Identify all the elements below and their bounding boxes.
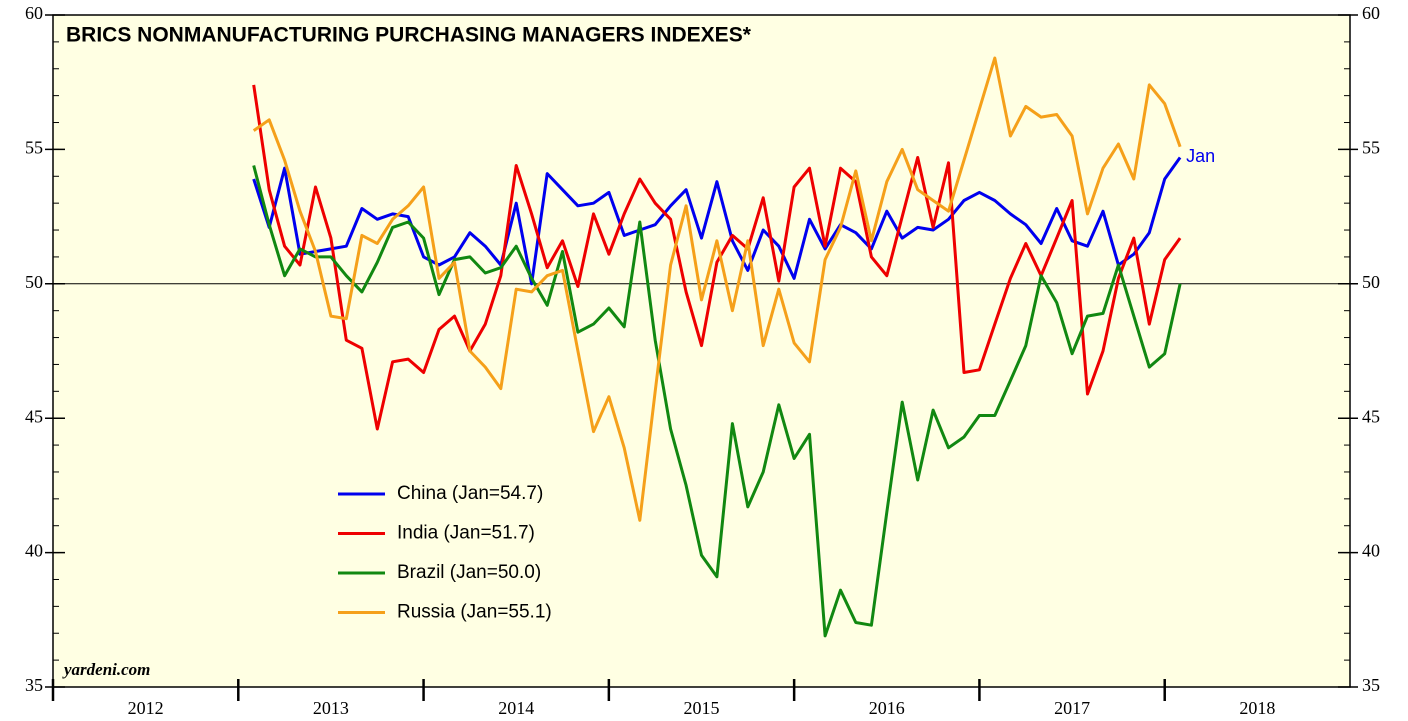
legend-label: Russia (Jan=55.1)	[397, 602, 552, 623]
x-tick-label: 2018	[1239, 698, 1275, 718]
axes: 35 40 45 50 55 60 35 40 45 50 55 60 2012 2013 2014 2015…	[25, 3, 1380, 718]
y-tick-label: 45	[25, 406, 43, 426]
series-lines	[252, 56, 1182, 638]
plot-frame	[52, 14, 1351, 688]
x-tick-label: 2017	[1054, 698, 1090, 718]
x-tick-label: 2013	[313, 698, 349, 718]
y2-tick-label: 40	[1362, 541, 1380, 561]
y-tick-label: 40	[25, 541, 43, 561]
source: yardeni.com	[62, 660, 150, 679]
series-line	[252, 84, 1182, 431]
y2-tick-label: 50	[1362, 272, 1380, 292]
series-line	[252, 56, 1182, 522]
legend: China (Jan=54.7) India (Jan=51.7) Brazil (…	[338, 483, 552, 623]
y-tick-label: 50	[25, 272, 43, 292]
y2-tick-label: 45	[1362, 406, 1380, 426]
y-tick-label: 35	[25, 675, 43, 695]
annotation: Jan	[1186, 146, 1215, 166]
y-tick-label: 60	[25, 3, 43, 23]
y-tick-label: 55	[25, 138, 43, 158]
x-tick-label: 2014	[498, 698, 534, 718]
x-tick-label: 2012	[128, 698, 164, 718]
legend-label: India (Jan=51.7)	[397, 523, 535, 544]
x-tick-label: 2015	[684, 698, 720, 718]
series-line	[252, 165, 1182, 638]
y2-tick-label: 35	[1362, 675, 1380, 695]
legend-label: China (Jan=54.7)	[397, 483, 543, 504]
x-tick-label: 2016	[869, 698, 905, 718]
y2-tick-label: 60	[1362, 3, 1380, 23]
y2-tick-label: 55	[1362, 138, 1380, 158]
legend-label: Brazil (Jan=50.0)	[397, 562, 541, 583]
plot-area	[53, 15, 1350, 687]
chart-title: BRICS NONMANUFACTURING PURCHASING MANAGE…	[66, 24, 752, 47]
series-line	[252, 156, 1182, 286]
